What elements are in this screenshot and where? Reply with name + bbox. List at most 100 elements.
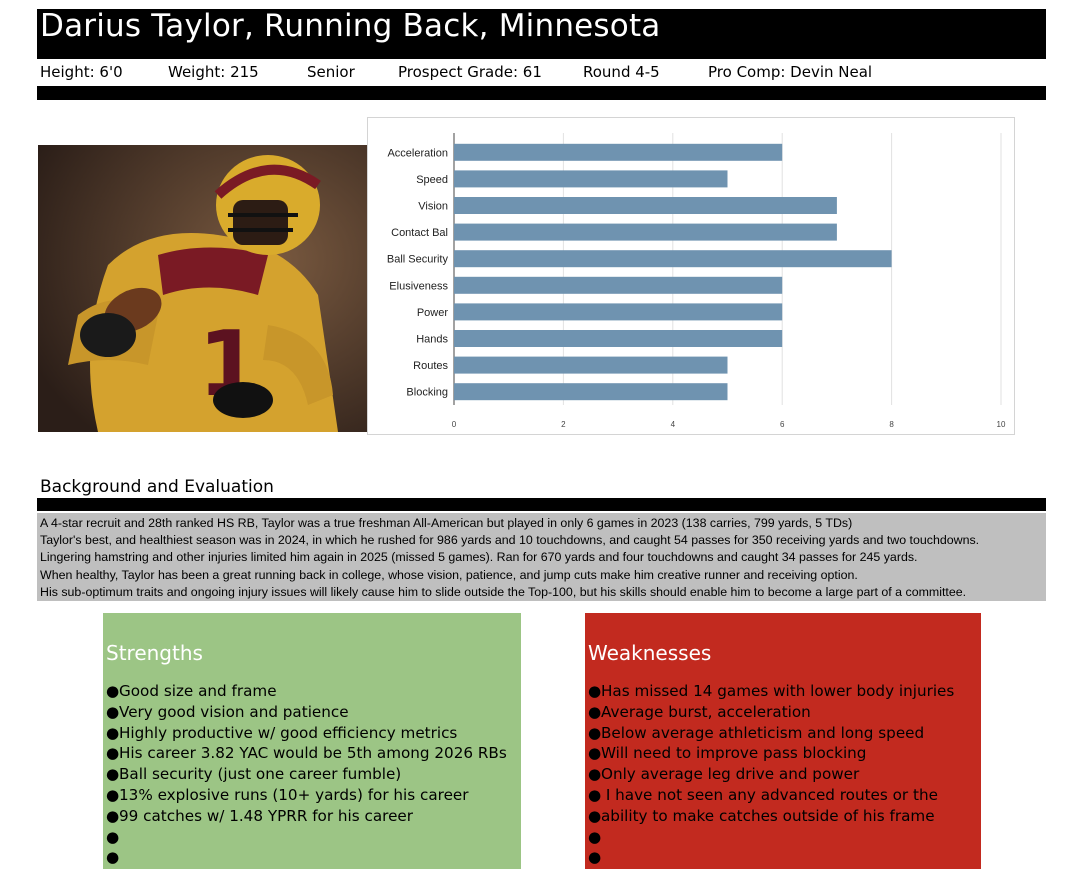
weakness-item: ●Has missed 14 games with lower body inj… xyxy=(588,681,981,702)
category-label: Acceleration xyxy=(387,147,448,159)
bar-hands xyxy=(454,330,783,347)
weakness-item-text: ability to make catches outside of his f… xyxy=(601,806,935,825)
bar-ball-security xyxy=(454,250,892,268)
bullet-icon: ● xyxy=(588,744,602,763)
category-label: Vision xyxy=(418,201,448,213)
football-player-photo: 1 xyxy=(38,145,367,432)
title-bar xyxy=(37,9,1046,59)
strength-item-text: 13% explosive runs (10+ yards) for his c… xyxy=(119,785,469,804)
category-label: Power xyxy=(417,307,449,319)
round-label: Round 4-5 xyxy=(583,63,660,81)
strength-item: ●99 catches w/ 1.48 YPRR for his career xyxy=(106,806,521,827)
category-label: Routes xyxy=(413,360,448,372)
weakness-item-text: I have not seen any advanced routes or t… xyxy=(601,785,938,804)
bullet-icon: ● xyxy=(588,682,602,700)
weaknesses-card: Weaknesses ●Has missed 14 games with low… xyxy=(585,613,981,869)
bullet-icon: ● xyxy=(588,827,602,846)
weakness-item-text: Only average leg drive and power xyxy=(601,765,860,784)
background-divider xyxy=(37,498,1046,511)
strength-item-text: Ball security (just one career fumble) xyxy=(119,765,402,784)
strength-item: ●Good size and frame xyxy=(106,681,521,702)
bullet-icon: ● xyxy=(588,785,602,804)
strength-item: ● xyxy=(106,847,521,868)
bullet-icon: ● xyxy=(106,827,120,846)
category-label: Hands xyxy=(416,334,448,346)
strength-item-text: His career 3.82 YAC would be 5th among 2… xyxy=(119,744,507,763)
weakness-item-text: Below average athleticism and long speed xyxy=(601,723,925,742)
strength-item-text: Good size and frame xyxy=(119,682,277,700)
bullet-icon: ● xyxy=(106,682,120,700)
bar-blocking xyxy=(454,383,728,401)
bar-power xyxy=(454,303,783,321)
strengths-card: Strengths ●Good size and frame ●Very good… xyxy=(103,613,521,869)
background-text-box: A 4-star recruit and 28th ranked HS RB, … xyxy=(37,513,1046,601)
height-label: Height: 6'0 xyxy=(40,63,123,81)
x-tick-label: 4 xyxy=(671,420,676,429)
x-tick-label: 0 xyxy=(452,420,457,429)
background-line: A 4-star recruit and 28th ranked HS RB, … xyxy=(40,516,853,530)
weakness-item-text: Will need to improve pass blocking xyxy=(601,744,867,763)
weakness-item: ●Average burst, acceleration xyxy=(588,702,981,723)
page-title: Darius Taylor, Running Back, Minnesota xyxy=(40,8,661,44)
x-tick-label: 10 xyxy=(997,420,1006,429)
bullet-icon: ● xyxy=(106,702,120,721)
weakness-item: ●Will need to improve pass blocking xyxy=(588,743,981,764)
weakness-item: ●Only average leg drive and power xyxy=(588,764,981,785)
background-line: Taylor's best, and healthiest season was… xyxy=(40,533,980,548)
strength-item: ●13% explosive runs (10+ yards) for his … xyxy=(106,785,521,806)
bullet-icon: ● xyxy=(588,848,602,867)
bar-acceleration xyxy=(454,143,783,161)
weakness-item-text: Average burst, acceleration xyxy=(601,702,811,721)
bullet-icon: ● xyxy=(106,765,120,784)
strength-item-text: Highly productive w/ good efficiency met… xyxy=(119,723,458,742)
strengths-title: Strengths xyxy=(106,641,203,665)
x-tick-label: 6 xyxy=(780,420,785,429)
bullet-icon: ● xyxy=(588,702,602,721)
bullet-icon: ● xyxy=(588,806,602,825)
pro-comp-label: Pro Comp: Devin Neal xyxy=(708,63,873,81)
strengths-list: ●Good size and frame ●Very good vision an… xyxy=(106,681,521,868)
prospect-grade-label: Prospect Grade: 61 xyxy=(398,63,542,81)
weakness-item-text: Has missed 14 games with lower body inju… xyxy=(601,682,955,700)
bullet-icon: ● xyxy=(106,806,120,825)
weakness-item: ● I have not seen any advanced routes or… xyxy=(588,785,981,806)
strength-item: ●Highly productive w/ good efficiency me… xyxy=(106,723,521,744)
category-label: Elusiveness xyxy=(389,280,448,292)
strength-item-text: Very good vision and patience xyxy=(119,702,349,721)
weakness-item: ● xyxy=(588,827,981,848)
ratings-chart-svg: 0 2 4 6 8 10 Acceleration Speed Vision Contact Ba… xyxy=(387,133,1006,429)
category-label: Speed xyxy=(416,174,448,186)
weakness-item: ●ability to make catches outside of his … xyxy=(588,806,981,827)
background-heading: Background and Evaluation xyxy=(40,477,274,497)
background-line: Lingering hamstring and other injuries l… xyxy=(40,550,918,565)
bar-contact-bal xyxy=(454,223,837,241)
background-line: His sub-optimum traits and ongoing injur… xyxy=(40,584,967,599)
x-tick-label: 2 xyxy=(561,420,566,429)
bullet-icon: ● xyxy=(106,723,120,742)
weaknesses-list: ●Has missed 14 games with lower body inj… xyxy=(588,681,981,868)
strength-item: ●Very good vision and patience xyxy=(106,702,521,723)
strength-item: ●His career 3.82 YAC would be 5th among … xyxy=(106,743,521,764)
bullet-icon: ● xyxy=(106,785,120,804)
weakness-item: ●Below average athleticism and long spee… xyxy=(588,723,981,744)
weight-label: Weight: 215 xyxy=(168,63,259,81)
category-label: Ball Security xyxy=(387,254,449,266)
background-line: When healthy, Taylor has been a great ru… xyxy=(40,567,858,582)
header-divider xyxy=(37,86,1046,100)
bar-elusiveness xyxy=(454,276,783,294)
bullet-icon: ● xyxy=(588,723,602,742)
bar-vision xyxy=(454,197,837,214)
strength-item: ● xyxy=(106,827,521,848)
x-tick-label: 8 xyxy=(889,420,894,429)
weaknesses-title: Weaknesses xyxy=(588,641,712,665)
category-label: Contact Bal xyxy=(391,227,448,239)
ratings-bar-chart: 0 2 4 6 8 10 Acceleration Speed Vision Contact Ba… xyxy=(367,117,1015,435)
bar-routes xyxy=(454,356,728,374)
class-year-label: Senior xyxy=(307,63,355,81)
weakness-item: ● xyxy=(588,847,981,868)
bullet-icon: ● xyxy=(106,744,120,763)
bullet-icon: ● xyxy=(588,765,602,784)
bullet-icon: ● xyxy=(106,848,120,867)
category-label: Blocking xyxy=(406,387,448,399)
strength-item: ●Ball security (just one career fumble) xyxy=(106,764,521,785)
